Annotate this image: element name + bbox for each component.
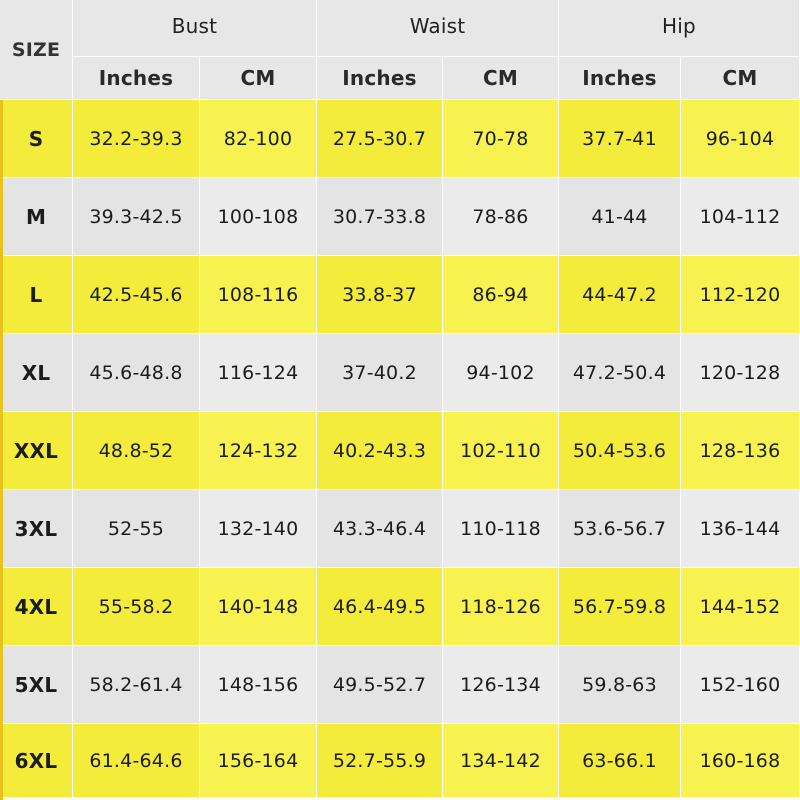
- waist-inches-cell: 49.5-52.7: [317, 646, 443, 724]
- size-label: S: [0, 100, 73, 178]
- waist-cm-header: CM: [443, 57, 559, 100]
- bust-inches-cell: 48.8-52: [73, 412, 200, 490]
- size-label: L: [0, 256, 73, 334]
- hip-inches-cell: 47.2-50.4: [559, 334, 681, 412]
- size-label: 5XL: [0, 646, 73, 724]
- hip-cm-header: CM: [681, 57, 800, 100]
- bust-cm-cell: 82-100: [200, 100, 317, 178]
- waist-cm-cell: 110-118: [443, 490, 559, 568]
- size-label: 4XL: [0, 568, 73, 646]
- hip-inches-cell: 63-66.1: [559, 724, 681, 798]
- size-label: XXL: [0, 412, 73, 490]
- waist-cm-cell: 78-86: [443, 178, 559, 256]
- bust-cm-cell: 132-140: [200, 490, 317, 568]
- hip-cm-cell: 160-168: [681, 724, 800, 798]
- size-label: XL: [0, 334, 73, 412]
- waist-inches-cell: 40.2-43.3: [317, 412, 443, 490]
- hip-cm-cell: 136-144: [681, 490, 800, 568]
- bust-cm-cell: 100-108: [200, 178, 317, 256]
- hip-inches-cell: 50.4-53.6: [559, 412, 681, 490]
- waist-inches-cell: 30.7-33.8: [317, 178, 443, 256]
- waist-cm-cell: 102-110: [443, 412, 559, 490]
- bust-inches-cell: 52-55: [73, 490, 200, 568]
- hip-cm-cell: 144-152: [681, 568, 800, 646]
- bust-inches-cell: 39.3-42.5: [73, 178, 200, 256]
- hip-inches-cell: 53.6-56.7: [559, 490, 681, 568]
- hip-inches-header: Inches: [559, 57, 681, 100]
- waist-inches-cell: 43.3-46.4: [317, 490, 443, 568]
- waist-inches-cell: 33.8-37: [317, 256, 443, 334]
- size-label: M: [0, 178, 73, 256]
- bust-group-header: Bust: [73, 0, 317, 57]
- bust-inches-cell: 61.4-64.6: [73, 724, 200, 798]
- bust-cm-cell: 108-116: [200, 256, 317, 334]
- bust-cm-cell: 140-148: [200, 568, 317, 646]
- waist-inches-cell: 37-40.2: [317, 334, 443, 412]
- waist-inches-header: Inches: [317, 57, 443, 100]
- waist-inches-cell: 52.7-55.9: [317, 724, 443, 798]
- hip-inches-cell: 37.7-41: [559, 100, 681, 178]
- bust-cm-cell: 116-124: [200, 334, 317, 412]
- waist-inches-cell: 46.4-49.5: [317, 568, 443, 646]
- hip-cm-cell: 104-112: [681, 178, 800, 256]
- waist-cm-cell: 94-102: [443, 334, 559, 412]
- hip-cm-cell: 96-104: [681, 100, 800, 178]
- left-edge-accent-bar: [0, 100, 3, 800]
- waist-inches-cell: 27.5-30.7: [317, 100, 443, 178]
- bust-cm-header: CM: [200, 57, 317, 100]
- hip-inches-cell: 44-47.2: [559, 256, 681, 334]
- waist-cm-cell: 118-126: [443, 568, 559, 646]
- bust-inches-cell: 58.2-61.4: [73, 646, 200, 724]
- hip-inches-cell: 56.7-59.8: [559, 568, 681, 646]
- waist-cm-cell: 134-142: [443, 724, 559, 798]
- hip-cm-cell: 120-128: [681, 334, 800, 412]
- bust-inches-cell: 45.6-48.8: [73, 334, 200, 412]
- bust-inches-cell: 32.2-39.3: [73, 100, 200, 178]
- size-label: 3XL: [0, 490, 73, 568]
- waist-cm-cell: 126-134: [443, 646, 559, 724]
- hip-cm-cell: 152-160: [681, 646, 800, 724]
- hip-inches-cell: 59.8-63: [559, 646, 681, 724]
- waist-cm-cell: 86-94: [443, 256, 559, 334]
- bust-inches-header: Inches: [73, 57, 200, 100]
- bust-cm-cell: 156-164: [200, 724, 317, 798]
- bust-cm-cell: 124-132: [200, 412, 317, 490]
- hip-cm-cell: 128-136: [681, 412, 800, 490]
- bust-cm-cell: 148-156: [200, 646, 317, 724]
- bust-inches-cell: 55-58.2: [73, 568, 200, 646]
- waist-group-header: Waist: [317, 0, 559, 57]
- bust-inches-cell: 42.5-45.6: [73, 256, 200, 334]
- hip-cm-cell: 112-120: [681, 256, 800, 334]
- size-column-header: SIZE: [0, 0, 73, 100]
- size-label: 6XL: [0, 724, 73, 798]
- hip-inches-cell: 41-44: [559, 178, 681, 256]
- hip-group-header: Hip: [559, 0, 800, 57]
- waist-cm-cell: 70-78: [443, 100, 559, 178]
